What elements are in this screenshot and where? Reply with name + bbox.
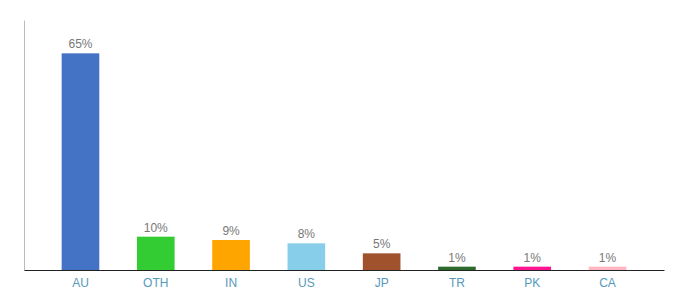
- bar: [589, 267, 627, 270]
- x-tick-label: US: [298, 276, 315, 290]
- x-axis-line: [25, 270, 665, 271]
- x-tick: CA: [599, 276, 616, 290]
- bar: [438, 267, 476, 270]
- data-label: 10%: [144, 221, 168, 235]
- data-label: 1%: [599, 251, 617, 265]
- bar: [212, 240, 250, 270]
- x-axis: AU OTH IN US JP TR PK CA: [25, 271, 665, 290]
- x-tick-label: OTH: [143, 276, 168, 290]
- x-tick-label: PK: [524, 276, 540, 290]
- x-tick-label: CA: [599, 276, 616, 290]
- data-label: 65%: [68, 37, 92, 51]
- bars: [62, 53, 627, 270]
- data-labels: 65% 10% 9% 8% 5% 1% 1% 1%: [68, 37, 616, 264]
- bar: [513, 267, 551, 270]
- data-label: 9%: [222, 224, 240, 238]
- x-tick-label: JP: [375, 276, 389, 290]
- chart-svg: AU OTH IN US JP TR PK CA 65% 10% 9% 8% 5% 1% 1% 1%: [0, 0, 680, 300]
- data-label: 1%: [448, 251, 466, 265]
- x-tick: US: [298, 276, 315, 290]
- y-axis: [24, 21, 25, 271]
- x-tick-label: TR: [449, 276, 465, 290]
- x-tick: AU: [72, 276, 89, 290]
- x-tick: TR: [449, 276, 465, 290]
- x-tick-label: AU: [72, 276, 89, 290]
- x-tick-label: IN: [225, 276, 237, 290]
- x-tick: PK: [524, 276, 540, 290]
- bar: [62, 53, 100, 270]
- x-tick: IN: [225, 276, 237, 290]
- bar: [363, 253, 401, 270]
- data-label: 1%: [524, 251, 542, 265]
- bar: [288, 243, 326, 270]
- y-axis-line: [24, 21, 25, 271]
- data-label: 5%: [373, 237, 391, 251]
- chart-container: AU OTH IN US JP TR PK CA 65% 10% 9% 8% 5% 1% 1% 1%: [0, 0, 680, 300]
- data-label: 8%: [298, 227, 316, 241]
- x-tick: OTH: [143, 276, 168, 290]
- bar: [137, 237, 175, 270]
- plot-area: AU OTH IN US JP TR PK CA 65% 10% 9% 8% 5% 1% 1% 1%: [25, 21, 665, 290]
- x-tick: JP: [375, 276, 389, 290]
